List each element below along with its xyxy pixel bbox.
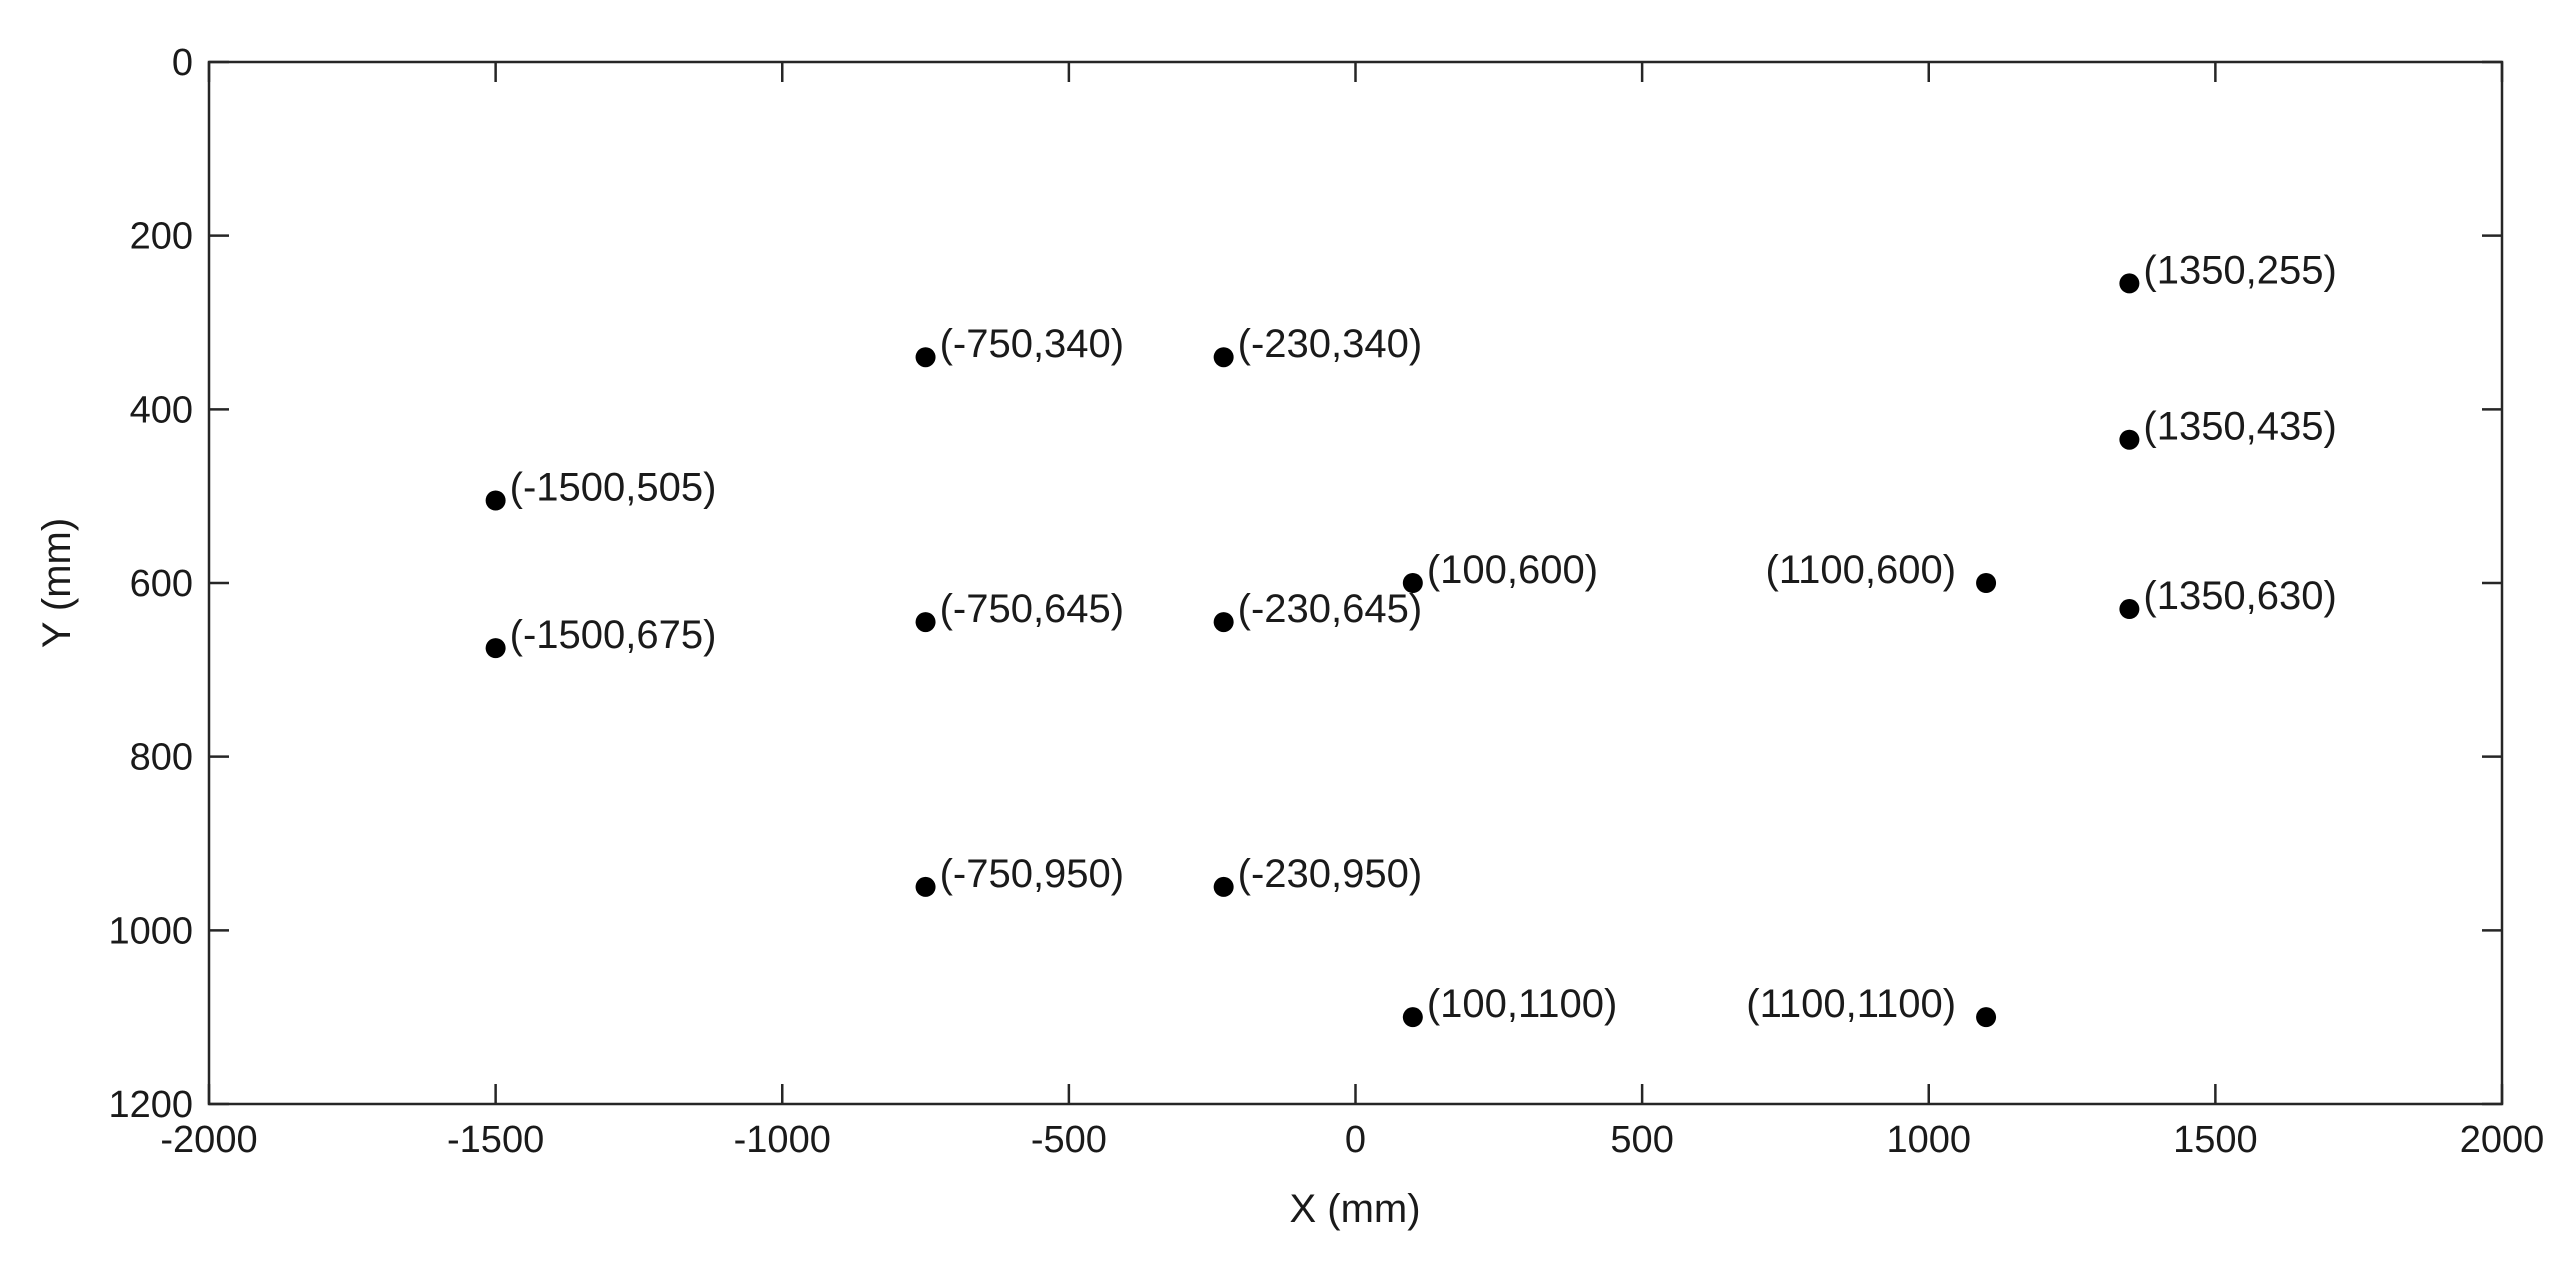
data-point-label: (-1500,675) bbox=[510, 613, 717, 657]
data-point-label: (1350,435) bbox=[2143, 405, 2336, 449]
data-point bbox=[2119, 273, 2140, 294]
data-point-label: (1350,630) bbox=[2143, 574, 2336, 618]
x-tick-label: -2000 bbox=[160, 1119, 257, 1161]
data-point-label: (-230,340) bbox=[1238, 322, 1423, 366]
data-point-label: (-750,950) bbox=[940, 852, 1125, 896]
x-tick-label: 0 bbox=[1345, 1119, 1366, 1161]
data-point-label: (1100,1100) bbox=[1746, 982, 1956, 1026]
data-point-label: (1350,255) bbox=[2143, 248, 2336, 292]
data-point bbox=[915, 612, 936, 633]
data-point bbox=[2119, 599, 2140, 620]
x-tick-label: 500 bbox=[1610, 1119, 1673, 1161]
data-point bbox=[1213, 612, 1234, 633]
data-point bbox=[1976, 573, 1997, 593]
data-point-label: (100,600) bbox=[1427, 548, 1598, 592]
data-point-label: (-750,340) bbox=[940, 322, 1125, 366]
data-point-label: (1100,600) bbox=[1766, 548, 1957, 592]
data-point-label: (100,1100) bbox=[1427, 982, 1618, 1026]
data-point bbox=[1213, 876, 1234, 897]
data-point bbox=[1213, 347, 1234, 368]
x-tick-label: 1000 bbox=[1886, 1119, 1971, 1161]
y-tick-label: 200 bbox=[130, 216, 193, 258]
data-point bbox=[1402, 1007, 1423, 1028]
y-tick-label: 400 bbox=[130, 389, 193, 431]
y-tick-label: 600 bbox=[130, 563, 193, 605]
data-point bbox=[485, 638, 506, 659]
y-tick-label: 1200 bbox=[108, 1084, 193, 1126]
axis-ticks: -2000 -1500 -1000 -500 0 500 1000 1500 2000 0 200 4… bbox=[108, 42, 2544, 1161]
y-axis-label: Y (mm) bbox=[35, 518, 79, 648]
data-point bbox=[915, 347, 936, 368]
x-tick-label: 2000 bbox=[2460, 1119, 2545, 1161]
x-tick-label: -1500 bbox=[447, 1119, 544, 1161]
data-point-label: (-230,645) bbox=[1238, 587, 1423, 631]
data-point-label: (-1500,505) bbox=[510, 466, 717, 510]
x-tick-label: -500 bbox=[1031, 1119, 1107, 1161]
data-point bbox=[1976, 1007, 1997, 1028]
x-axis-label: X (mm) bbox=[1289, 1187, 1420, 1231]
data-point-label: (-750,645) bbox=[940, 587, 1125, 631]
y-tick-label: 1000 bbox=[108, 910, 193, 952]
data-points: (-1500,505) (-1500,675) (-750,340) (-750,64… bbox=[485, 248, 2337, 1028]
data-point bbox=[2119, 429, 2140, 450]
data-point bbox=[485, 490, 506, 511]
data-point bbox=[1402, 573, 1423, 593]
y-tick-label: 800 bbox=[130, 737, 193, 779]
data-point-label: (-230,950) bbox=[1238, 852, 1423, 896]
data-point bbox=[915, 876, 936, 897]
x-tick-label: -1000 bbox=[734, 1119, 831, 1161]
x-tick-label: 1500 bbox=[2173, 1119, 2258, 1161]
y-tick-label: 0 bbox=[172, 42, 193, 84]
